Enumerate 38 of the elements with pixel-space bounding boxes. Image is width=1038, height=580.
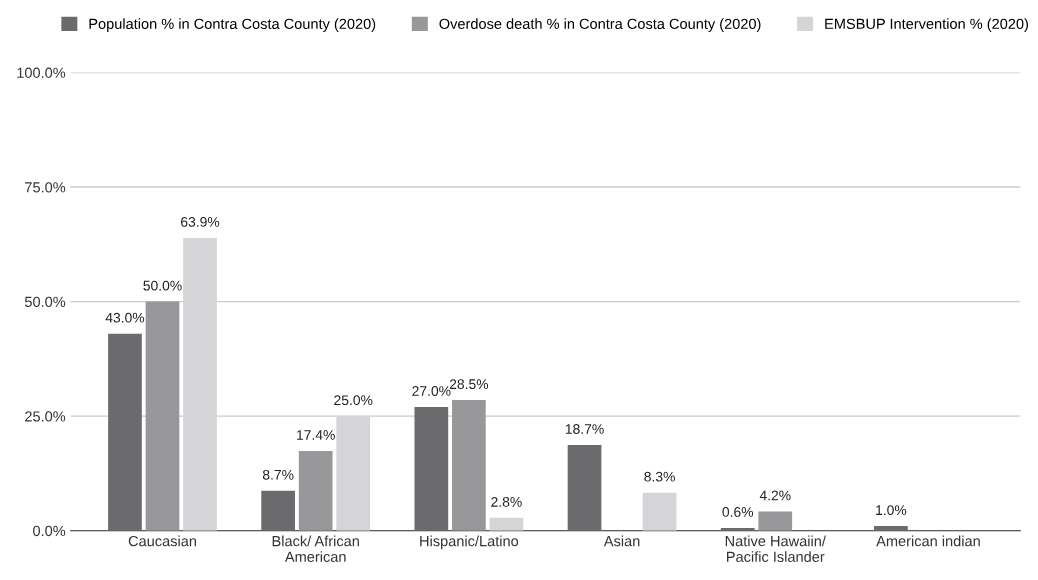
bar — [452, 400, 486, 531]
data-label: 8.7% — [262, 469, 294, 480]
bar — [145, 301, 180, 531]
data-label: 0.6% — [722, 507, 754, 517]
data-label: 43.0% — [105, 312, 145, 323]
bar — [261, 490, 296, 531]
y-tick-label: 25.0% — [25, 411, 66, 422]
bar — [108, 333, 142, 531]
bar — [567, 445, 602, 531]
data-label: 63.9% — [181, 217, 220, 227]
x-tick-label: Caucasian — [128, 535, 197, 547]
y-tick-label: 75.0% — [25, 182, 66, 193]
y-tick-label: 100.0% — [17, 67, 66, 78]
y-tick-label: 0.0% — [33, 525, 66, 537]
x-tick-label: American indian — [876, 535, 980, 547]
data-label: 27.0% — [412, 386, 451, 396]
bar — [758, 511, 793, 531]
bar — [489, 517, 524, 531]
bar — [642, 492, 677, 531]
x-tick-label: Asian — [603, 535, 640, 547]
legend-label: Population % in Contra Costa County (2020) — [89, 18, 376, 32]
data-label: 18.7% — [565, 424, 604, 434]
legend-label: Overdose death % in Contra Costa County (2020) — [439, 18, 761, 32]
data-label: 8.3% — [644, 471, 675, 482]
y-tick-label: 50.0% — [24, 296, 66, 308]
data-label: 50.0% — [143, 280, 182, 291]
data-label: 17.4% — [297, 430, 335, 440]
data-label: 28.5% — [449, 379, 489, 390]
data-label: 4.2% — [759, 490, 791, 501]
data-label: 25.0% — [334, 395, 373, 406]
data-label: 1.0% — [876, 505, 907, 516]
x-tick-label: Native Hawaiin/ Pacific Islander — [725, 535, 826, 562]
data-label: 2.8% — [491, 496, 522, 507]
bar — [298, 450, 333, 531]
legend-label: EMSBUP Intervention % (2020) — [825, 18, 1028, 32]
x-tick-label: Hispanic/Latino — [420, 535, 519, 550]
bar — [414, 406, 449, 531]
x-tick-label: Black/ African American — [272, 535, 359, 562]
